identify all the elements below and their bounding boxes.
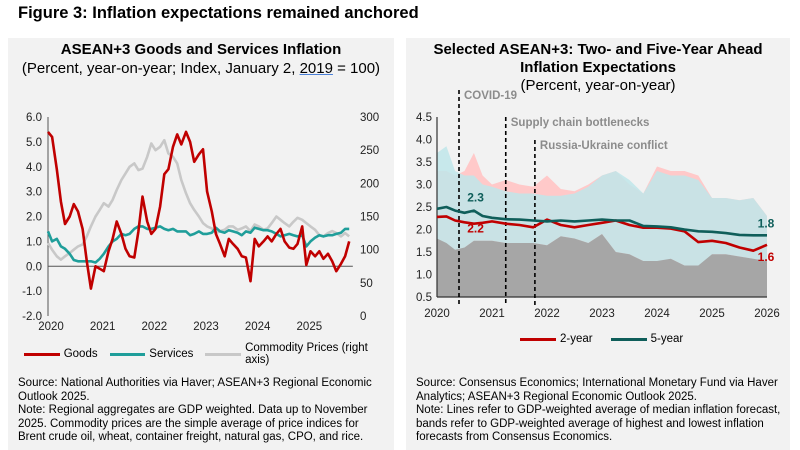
y-tick-label: 4.0 xyxy=(416,135,432,147)
right-chart-subtitle: (Percent, year-on-year) xyxy=(520,77,676,94)
grey-below-band xyxy=(437,234,767,297)
left-notes: Source: National Authorities via Haver; … xyxy=(18,377,388,445)
x-tick-label: 2020 xyxy=(424,308,450,320)
x-tick-label: 2023 xyxy=(589,308,615,320)
start-label-2-year: 2.2 xyxy=(467,222,484,236)
right-note-text: Note: Lines refer to GDP-weighted averag… xyxy=(416,404,781,443)
legend-label-goods: Goods xyxy=(63,348,98,360)
start-label-5-year: 2.3 xyxy=(467,191,484,205)
y-tick-label: 0.0 xyxy=(26,261,42,273)
legend-swatch-goods xyxy=(24,352,60,356)
y-tick-label: 1.5 xyxy=(416,247,432,259)
right-source-text: Source: Consensus Economics; Internation… xyxy=(416,377,778,403)
left-note-text: Note: Regional aggregates are GDP weight… xyxy=(18,404,368,443)
legend-swatch-5-year xyxy=(610,337,647,341)
event-marker-label: Russia-Ukraine conflict xyxy=(540,140,668,152)
left-chart-subtitle: (Percent, year-on-year; Index, January 2… xyxy=(8,60,394,77)
subtitle-text: (Percent, year-on-year; Index, January 2… xyxy=(21,60,300,77)
y-tick-label: 3.5 xyxy=(416,157,432,169)
legend-label-5-year: 5-year xyxy=(650,333,684,345)
y-tick-label: 3.0 xyxy=(26,187,42,199)
left-chart-panel: ASEAN+3 Goods and Services Inflation (Pe… xyxy=(8,38,394,450)
x-tick-label: 2025 xyxy=(297,321,323,333)
y2-tick-label: 0 xyxy=(360,311,366,323)
left-chart-plot: 6.0 5.0 4.0 3.0 2.0 1.0 0.0 -1.0 -2.0 300 250 200 15… xyxy=(22,112,379,333)
y-tick-label: 3.0 xyxy=(416,180,432,192)
series-line-2-year xyxy=(436,215,768,252)
y2-tick-label: 300 xyxy=(360,112,379,124)
left-chart-title: ASEAN+3 Goods and Services Inflation xyxy=(60,41,342,58)
y-tick-label: 4.5 xyxy=(416,112,432,124)
x-tick-label: 2020 xyxy=(38,321,64,333)
event-marker-label: Supply chain bottlenecks xyxy=(511,117,650,129)
x-tick-label: 2026 xyxy=(754,308,780,320)
y2-tick-label: 150 xyxy=(360,212,379,224)
figure-title: Figure 3: Inflation expectations remaine… xyxy=(18,4,419,22)
x-tick-label: 2022 xyxy=(142,321,168,333)
y-tick-label: 2.0 xyxy=(26,212,42,224)
y2-tick-label: 250 xyxy=(360,145,379,157)
y-tick-label: 1.0 xyxy=(416,270,432,282)
x-tick-label: 2021 xyxy=(90,321,116,333)
y-tick-label: -2.0 xyxy=(22,311,42,323)
legend-label-2-year: 2-year xyxy=(560,333,593,345)
legend-label-commodity: Commodity Prices (right axis) xyxy=(245,342,368,366)
y-tick-label: 6.0 xyxy=(26,112,42,124)
left-source-text: Source: National Authorities via Haver; … xyxy=(18,377,372,403)
legend-swatch-2-year xyxy=(520,337,556,341)
x-tick-label: 2021 xyxy=(479,308,505,320)
x-tick-label: 2023 xyxy=(193,321,219,333)
legend-swatch-commodity xyxy=(205,352,242,356)
y-tick-label: 2.5 xyxy=(416,202,432,214)
right-chart-panel: Selected ASEAN+3: Two- and Five-Year Ahe… xyxy=(406,38,790,450)
y-tick-label: -1.0 xyxy=(22,286,42,298)
series-line-5-year xyxy=(436,205,767,237)
band-5-year xyxy=(437,146,767,282)
x-tick-label: 2024 xyxy=(245,321,271,333)
y-tick-label: 2.0 xyxy=(416,225,432,237)
y-tick-label: 5.0 xyxy=(26,137,42,149)
event-marker-label: COVID-19 xyxy=(464,90,517,102)
subtitle-year: 2019 xyxy=(299,60,333,77)
end-label-5-year: 1.8 xyxy=(758,216,775,230)
right-chart-plot: COVID-19 Supply chain bottlenecks Russia-U… xyxy=(416,90,780,320)
right-notes: Source: Consensus Economics; Internation… xyxy=(416,377,788,445)
end-label-2-year: 1.6 xyxy=(758,250,775,264)
legend-swatch-services xyxy=(109,352,146,356)
subtitle-text-end: = 100) xyxy=(332,60,381,77)
legend-label-services: Services xyxy=(149,348,194,360)
x-tick-label: 2022 xyxy=(534,308,560,320)
left-legend: Goods Services Commodity Prices (right a… xyxy=(24,342,394,366)
y2-tick-label: 200 xyxy=(360,178,379,190)
x-tick-label: 2025 xyxy=(699,308,725,320)
y-tick-label: 4.0 xyxy=(26,162,42,174)
y-tick-label: 0.5 xyxy=(416,292,432,304)
y-tick-label: 1.0 xyxy=(26,236,42,248)
y2-tick-label: 100 xyxy=(360,245,379,257)
series-line-goods xyxy=(46,130,351,290)
x-tick-label: 2024 xyxy=(644,308,670,320)
right-legend: 2-year 5-year xyxy=(520,333,683,345)
series-line-commodity xyxy=(46,138,351,261)
right-chart-title-line1: Selected ASEAN+3: Two- and Five-Year Ahe… xyxy=(433,41,763,58)
right-chart-title-line2: Inflation Expectations xyxy=(520,59,676,76)
y2-tick-label: 50 xyxy=(360,278,373,290)
